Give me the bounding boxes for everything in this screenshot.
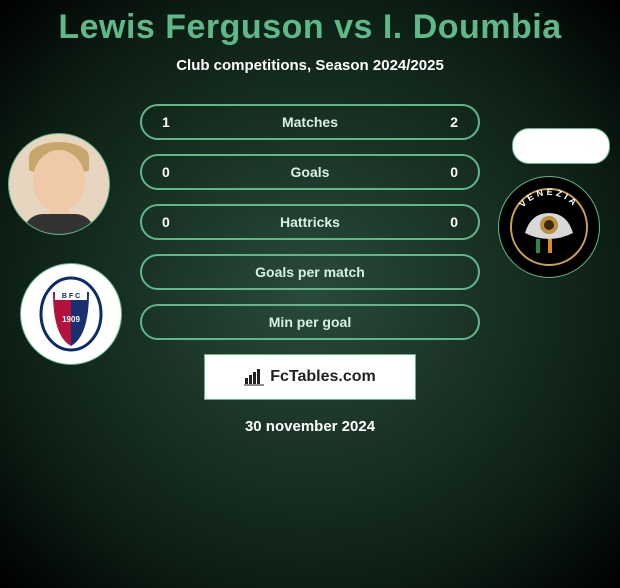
stats-table: 1 Matches 2 0 Goals 0 0 Hattricks 0 Goal… <box>140 104 480 340</box>
club-left-crest: B F C 1909 <box>20 263 122 365</box>
brand-text: FcTables.com <box>270 368 376 386</box>
stat-right-value: 0 <box>428 164 458 180</box>
page-subtitle: Club competitions, Season 2024/2025 <box>0 57 620 74</box>
stat-left-value: 1 <box>162 114 192 130</box>
stat-right-value: 2 <box>428 114 458 130</box>
bar-chart-icon <box>244 368 264 386</box>
stat-label: Hattricks <box>192 214 428 230</box>
player-left-avatar <box>8 133 110 235</box>
date-text: 30 november 2024 <box>0 418 620 435</box>
brand-badge: FcTables.com <box>204 354 416 400</box>
blank-avatar-icon <box>512 128 610 164</box>
svg-text:1909: 1909 <box>62 315 80 324</box>
page-title: Lewis Ferguson vs I. Doumbia <box>0 8 620 47</box>
player-photo-icon <box>9 134 109 234</box>
venezia-crest-icon: VENEZIA <box>501 179 597 275</box>
stat-label: Goals <box>192 164 428 180</box>
stat-label: Goals per match <box>192 264 428 280</box>
stat-row: Goals per match <box>140 254 480 290</box>
stat-row: 1 Matches 2 <box>140 104 480 140</box>
bologna-crest-icon: B F C 1909 <box>31 274 111 354</box>
stat-label: Matches <box>192 114 428 130</box>
stat-right-value: 0 <box>428 214 458 230</box>
club-right-crest: VENEZIA <box>498 176 600 278</box>
svg-text:B F C: B F C <box>62 293 80 300</box>
stat-left-value: 0 <box>162 164 192 180</box>
player-right-avatar <box>512 128 610 164</box>
stat-label: Min per goal <box>192 314 428 330</box>
stat-row: 0 Hattricks 0 <box>140 204 480 240</box>
stat-row: 0 Goals 0 <box>140 154 480 190</box>
stat-row: Min per goal <box>140 304 480 340</box>
stat-left-value: 0 <box>162 214 192 230</box>
